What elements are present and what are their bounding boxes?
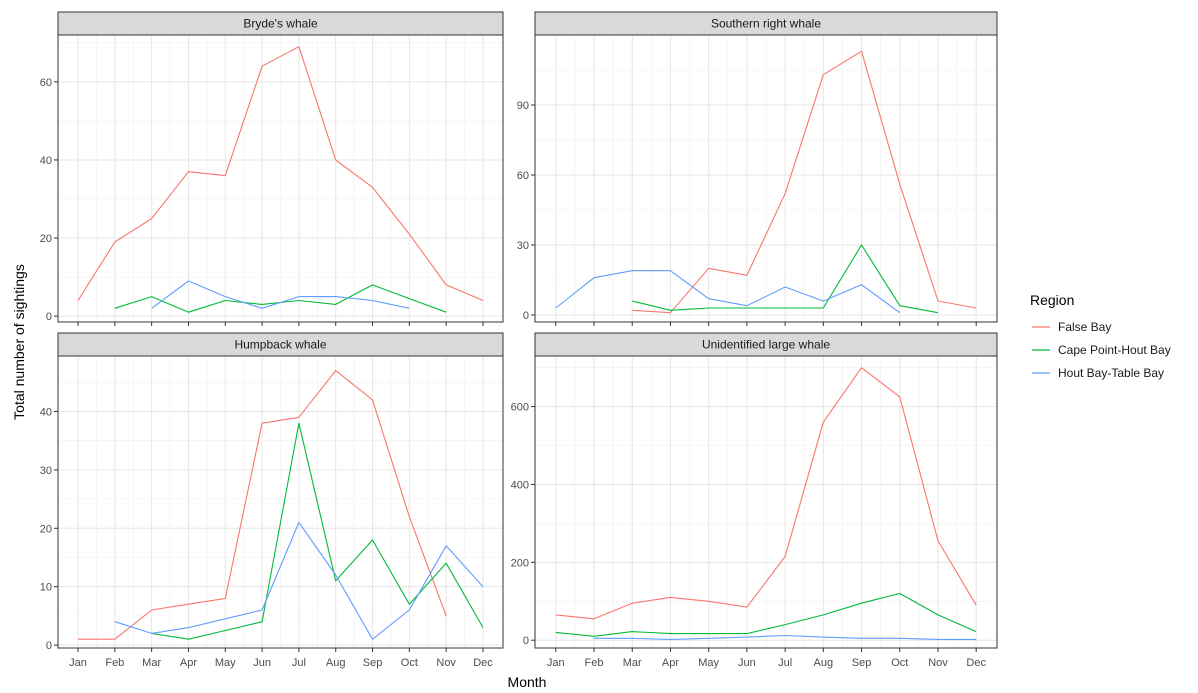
series-line-hout-bay-table-bay (114, 521, 484, 640)
y-tick-label: 600 (511, 402, 529, 414)
facet-title: Unidentified large whale (702, 338, 830, 352)
legend-label: False Bay (1058, 320, 1111, 334)
x-tick-label: Oct (401, 657, 418, 669)
y-tick-label: 0 (523, 635, 529, 647)
y-tick-label: 0 (523, 310, 529, 322)
x-tick-label: Mar (142, 657, 161, 669)
y-axis-title: Total number of sightings (11, 264, 27, 420)
y-tick-label: 0 (46, 640, 52, 652)
x-tick-label: Jan (69, 657, 87, 669)
x-tick-label: Dec (966, 657, 986, 669)
x-tick-label: Jun (738, 657, 756, 669)
legend-label: Cape Point-Hout Bay (1058, 343, 1171, 357)
y-tick-label: 400 (511, 479, 529, 491)
x-tick-label: Nov (928, 657, 948, 669)
y-tick-label: 60 (517, 170, 529, 182)
y-tick-label: 30 (40, 465, 52, 477)
y-tick-label: 200 (511, 557, 529, 569)
y-tick-label: 20 (40, 233, 52, 245)
x-tick-label: Jun (253, 657, 271, 669)
series-line-hout-bay-table-bay (555, 270, 901, 314)
series-line-cape-point-hout-bay (151, 422, 484, 640)
y-tick-label: 90 (517, 100, 529, 112)
x-tick-label: Feb (585, 657, 604, 669)
x-tick-label: Jul (778, 657, 792, 669)
x-tick-label: Nov (436, 657, 456, 669)
x-tick-label: Sep (363, 657, 383, 669)
y-tick-label: 20 (40, 523, 52, 535)
x-tick-label: Oct (891, 657, 908, 669)
series-line-false-bay (78, 370, 447, 640)
y-tick-label: 60 (40, 77, 52, 89)
y-tick-label: 30 (517, 240, 529, 252)
panel-border (534, 355, 998, 649)
x-tick-label: Mar (623, 657, 642, 669)
gridlines (58, 35, 503, 322)
legend-label: Hout Bay-Table Bay (1058, 366, 1164, 380)
panel-unidentified-large-whale: Unidentified large whale 0 200 400 600 Jan Feb… (511, 332, 998, 669)
series-line-false-bay (555, 367, 977, 620)
x-tick-label: Apr (180, 657, 197, 669)
x-tick-label: Jan (547, 657, 565, 669)
series-line-false-bay (632, 50, 977, 314)
panel-bryde-s-whale: Bryde's whale 0 20 40 60 (40, 11, 504, 326)
panel-humpback-whale: Humpback whale 0 10 20 30 40 Jan Feb Mar Apr May Ju… (40, 332, 504, 669)
legend-entry-hout-bay-table-bay: Hout Bay-Table Bay (1032, 366, 1164, 380)
legend-entry-cape-point-hout-bay: Cape Point-Hout Bay (1032, 343, 1171, 357)
panel-border (534, 34, 998, 323)
panel-southern-right-whale: Southern right whale 0 30 60 90 (517, 11, 998, 326)
y-tick-label: 0 (46, 311, 52, 323)
gridlines (535, 356, 997, 648)
facet-title: Bryde's whale (243, 17, 318, 31)
panel-border (57, 34, 504, 323)
x-tick-label: Aug (326, 657, 346, 669)
series-line-hout-bay-table-bay (151, 280, 410, 309)
facet-title: Humpback whale (234, 338, 326, 352)
legend-entry-false-bay: False Bay (1032, 320, 1111, 334)
y-tick-label: 10 (40, 582, 52, 594)
legend-title: Region (1030, 292, 1074, 308)
facet-title: Southern right whale (711, 17, 821, 31)
x-tick-label: May (698, 657, 719, 669)
gridlines (535, 35, 997, 322)
x-tick-label: Dec (473, 657, 493, 669)
series-line-cape-point-hout-bay (632, 244, 939, 314)
series-line-false-bay (77, 46, 484, 302)
x-tick-label: Aug (814, 657, 834, 669)
series-line-cape-point-hout-bay (555, 592, 977, 637)
panel-border (57, 355, 504, 649)
series-line-hout-bay-table-bay (594, 634, 977, 640)
y-tick-label: 40 (40, 155, 52, 167)
x-tick-label: Sep (852, 657, 872, 669)
x-tick-label: May (215, 657, 236, 669)
x-axis-title: Month (508, 674, 547, 690)
x-tick-label: Feb (105, 657, 124, 669)
y-tick-label: 40 (40, 406, 52, 418)
gridlines (58, 356, 503, 648)
x-tick-label: Apr (662, 657, 679, 669)
legend: Region False Bay Cape Point-Hout Bay Hout … (1030, 292, 1171, 380)
x-tick-label: Jul (292, 657, 306, 669)
